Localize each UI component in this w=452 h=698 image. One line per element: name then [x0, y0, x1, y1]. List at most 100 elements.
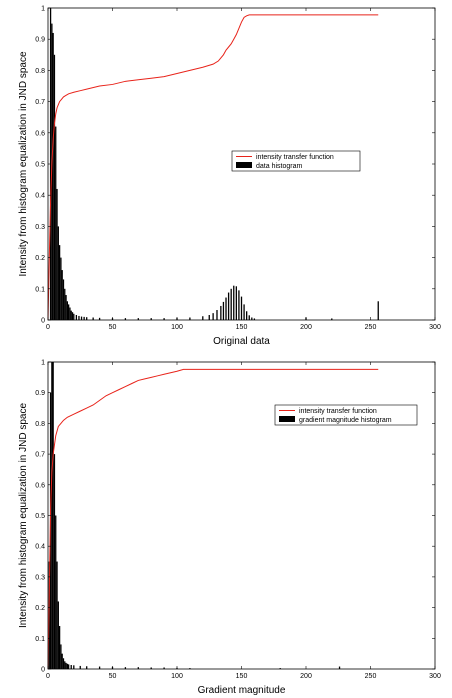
histogram-bar [65, 662, 67, 669]
histogram-bar [57, 226, 59, 320]
histogram-bar [98, 317, 101, 320]
x-tick-label: 300 [429, 673, 441, 680]
histogram-bar [80, 316, 83, 320]
transfer-function-line [47, 14, 379, 321]
histogram-bar [60, 644, 62, 669]
y-axis-label: Intensity from histogram equalization in… [18, 51, 29, 277]
histogram-bar [51, 362, 53, 669]
legend-label-transfer: intensity transfer function [299, 408, 377, 415]
histogram-bar [60, 257, 62, 320]
histogram-bar [238, 290, 240, 320]
histogram-bar [137, 318, 139, 320]
histogram-bar [65, 295, 67, 320]
histogram-bar [79, 665, 81, 669]
histogram-bar [75, 315, 78, 320]
legend: intensity transfer function gradient magn… [274, 404, 418, 426]
histogram-bar [202, 316, 204, 320]
legend-box [274, 404, 418, 426]
histogram-bar [240, 296, 243, 320]
x-tick-label: 250 [365, 673, 377, 680]
histogram-bar [98, 666, 101, 669]
y-tick-label: 1 [41, 6, 45, 13]
histogram-bar [66, 301, 68, 320]
histogram-bar [86, 317, 88, 320]
histogram-bar [92, 317, 94, 320]
y-tick-label: 0.8 [35, 68, 45, 75]
histogram-bar [163, 318, 165, 320]
histogram-bar [253, 318, 256, 320]
histogram-bar [222, 301, 225, 320]
histogram-bar [55, 515, 57, 669]
histogram-bar [331, 318, 333, 320]
histogram-bar [279, 668, 281, 669]
histogram-bar [67, 304, 70, 320]
y-tick-label: 0.3 [35, 224, 45, 231]
histogram-bar [56, 561, 58, 669]
histogram-bar [124, 318, 127, 320]
x-tick-label: 50 [109, 673, 117, 680]
x-tick-label: 100 [171, 324, 183, 331]
x-tick-label: 200 [300, 324, 312, 331]
y-tick-label: 0.7 [35, 99, 45, 106]
y-tick-label: 0.5 [35, 513, 45, 520]
histogram-bar [58, 626, 61, 669]
y-tick-label: 0.2 [35, 255, 45, 262]
histogram-bar [57, 601, 59, 669]
y-tick-label: 0.3 [35, 574, 45, 581]
histogram-bar [70, 310, 72, 320]
x-tick-label: 0 [46, 324, 50, 331]
y-tick-label: 1 [41, 360, 45, 367]
y-tick-label: 0.6 [35, 130, 45, 137]
legend-label-transfer: intensity transfer function [256, 154, 334, 161]
histogram-bar [251, 317, 253, 320]
histogram-bar [66, 663, 68, 669]
x-axis-label: Gradient magnitude [198, 685, 286, 696]
histogram-bar [243, 304, 245, 320]
x-tick-label: 150 [236, 673, 248, 680]
histogram-bar [62, 658, 65, 669]
histogram-bar [150, 667, 152, 669]
histogram-bar [64, 661, 66, 669]
y-tick-label: 0.1 [35, 636, 45, 643]
y-tick-label: 0.6 [35, 482, 45, 489]
histogram-bar [338, 666, 341, 669]
legend-label-histogram: gradient magnitude histogram [299, 417, 392, 424]
histogram-bar [67, 664, 70, 669]
histogram-bar [216, 310, 218, 320]
y-axis-label: Intensity from histogram equalization in… [18, 403, 29, 629]
histogram-bar [230, 288, 232, 320]
histogram-bar [86, 666, 88, 669]
histogram-bar [58, 245, 61, 320]
histogram-bar [377, 301, 379, 320]
histogram-bar [220, 305, 222, 320]
histogram-bar [248, 315, 250, 320]
histogram-bar [227, 292, 230, 320]
legend-bar-swatch [279, 416, 295, 422]
histogram-bar [69, 307, 71, 320]
x-tick-label: 300 [429, 324, 441, 331]
histogram-bar [208, 315, 210, 320]
y-tick-label: 0.7 [35, 452, 45, 459]
x-tick-label: 150 [236, 324, 248, 331]
histogram-bar [55, 126, 57, 320]
histogram-bar [150, 318, 152, 320]
y-tick-label: 0 [41, 318, 45, 325]
histogram-bar [137, 667, 139, 669]
y-tick-label: 0.1 [35, 286, 45, 293]
y-tick-label: 0.2 [35, 605, 45, 612]
histogram-bar [225, 297, 227, 320]
x-axis-label: Original data [213, 336, 270, 347]
x-tick-label: 0 [46, 673, 50, 680]
histogram-bar [52, 362, 54, 669]
x-tick-label: 100 [171, 673, 183, 680]
legend-bar-swatch [236, 162, 252, 168]
histogram-bar [73, 665, 75, 669]
histogram-bar [53, 454, 56, 669]
histogram-bar [61, 270, 63, 320]
x-tick-label: 200 [300, 673, 312, 680]
transfer-function-line [47, 368, 379, 670]
y-tick-label: 0.4 [35, 544, 45, 551]
x-tick-label: 250 [365, 324, 377, 331]
histogram-bar [83, 316, 85, 320]
histogram-bar [52, 32, 54, 321]
